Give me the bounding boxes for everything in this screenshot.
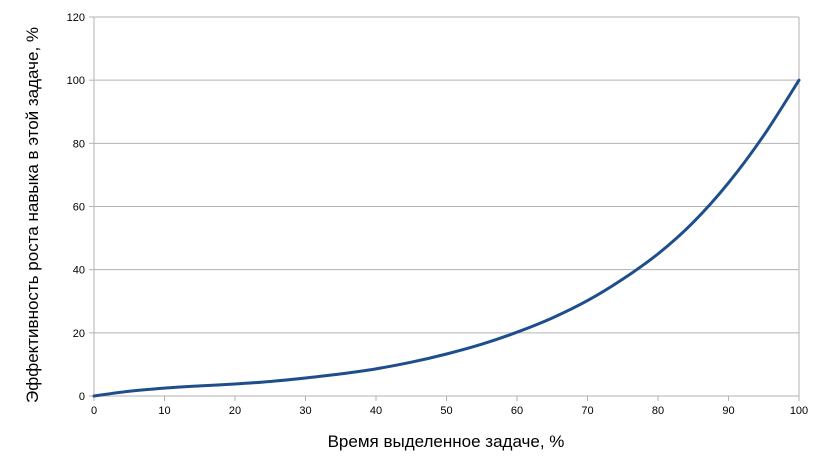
- x-tick-label: 10: [158, 405, 170, 417]
- y-tick-label: 0: [79, 391, 85, 403]
- series-layer: [92, 78, 801, 398]
- y-axis-title: Эффективность роста навыка в этой задаче…: [23, 27, 42, 403]
- y-tick-label: 80: [73, 138, 85, 150]
- axes: [89, 16, 800, 401]
- series-line: [92, 78, 801, 398]
- x-tick-label: 30: [299, 405, 311, 417]
- x-tick-label: 80: [652, 405, 664, 417]
- y-tick-label: 60: [73, 202, 85, 214]
- gridlines: [94, 16, 799, 334]
- x-axis-title: Время выделенное задаче, %: [328, 432, 565, 451]
- tick-labels: 0 20 40 60 80 100 120 0 10 20 30 40 50 60 70 80 90 100: [67, 12, 809, 417]
- x-tick-label: 50: [440, 405, 452, 417]
- y-tick-label: 100: [67, 75, 85, 87]
- x-tick-label: 90: [722, 405, 734, 417]
- x-tick-label: 70: [581, 405, 593, 417]
- y-tick-label: 40: [73, 265, 85, 277]
- x-tick-label: 20: [229, 405, 241, 417]
- x-tick-label: 60: [511, 405, 523, 417]
- x-tick-label: 100: [790, 405, 808, 417]
- x-tick-label: 40: [370, 405, 382, 417]
- y-tick-label: 120: [67, 12, 85, 24]
- x-tick-label: 0: [91, 405, 97, 417]
- y-tick-label: 20: [73, 328, 85, 340]
